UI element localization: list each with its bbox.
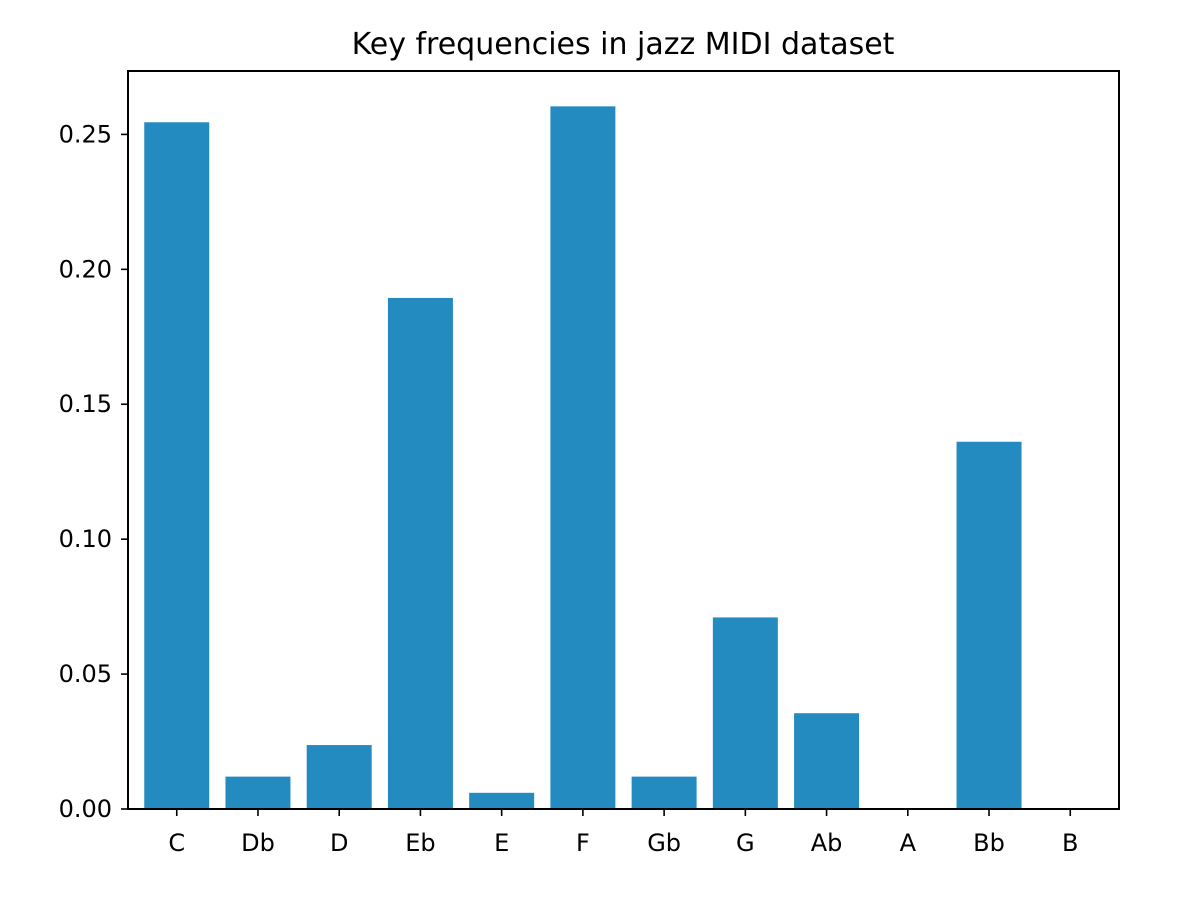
x-tick-label: A (900, 829, 917, 857)
plot-frame (127, 70, 1120, 810)
y-tick-label: 0.25 (59, 120, 112, 148)
x-tick-label: Ab (811, 829, 843, 857)
bar-C (144, 122, 210, 809)
y-tick-label: 0.05 (59, 660, 112, 688)
x-tick-label: B (1062, 829, 1078, 857)
x-tick-label: G (736, 829, 755, 857)
x-tick-label: Bb (973, 829, 1005, 857)
x-tick-label: F (576, 829, 590, 857)
x-axis-ticks: C Db D Eb E F Gb G Ab A Bb B (168, 809, 1078, 857)
bar-D (306, 745, 372, 809)
x-tick-label: E (494, 829, 509, 857)
x-tick-label: Gb (647, 829, 681, 857)
chart-title: Key frequencies in jazz MIDI dataset (352, 27, 895, 62)
y-axis-ticks: 0.00 0.05 0.10 0.15 0.20 0.25 (59, 120, 128, 823)
x-tick-label: D (330, 829, 348, 857)
x-tick-label: Db (241, 829, 275, 857)
bar-Bb (956, 441, 1022, 809)
y-tick-label: 0.15 (59, 390, 112, 418)
bar-Ab (794, 713, 860, 809)
bar-Eb (387, 297, 453, 809)
y-tick-label: 0.00 (59, 795, 112, 823)
x-tick-label: C (168, 829, 185, 857)
x-tick-label: Eb (405, 829, 435, 857)
y-tick-label: 0.10 (59, 525, 112, 553)
bar-E (469, 792, 535, 809)
y-tick-label: 0.20 (59, 255, 112, 283)
bar-G (712, 617, 778, 809)
bar-Db (225, 776, 291, 809)
bar-F (550, 106, 616, 809)
bars-group (144, 106, 1022, 809)
bar-Gb (631, 776, 697, 809)
